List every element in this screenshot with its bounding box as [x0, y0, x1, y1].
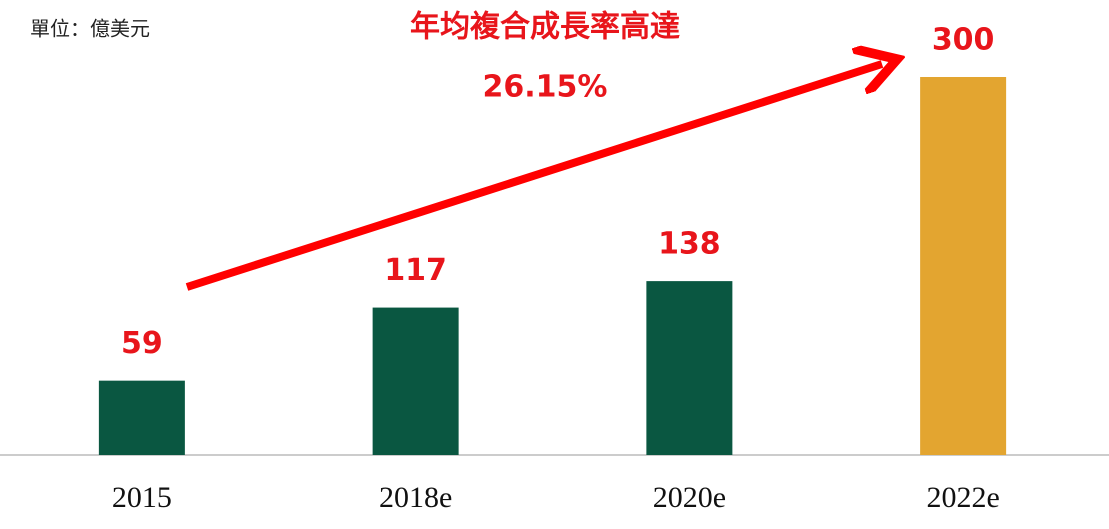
value-label: 138: [658, 227, 721, 262]
growth-arrow: [185, 64, 882, 291]
bar: [646, 281, 733, 455]
annotation-value: 26.15%: [483, 70, 608, 105]
unit-label: 單位：億美元: [30, 17, 150, 41]
x-tick-label: 2022e: [926, 481, 999, 514]
bar: [920, 77, 1007, 455]
value-label: 300: [932, 23, 995, 58]
bar: [98, 380, 185, 455]
value-label: 117: [384, 253, 447, 288]
annotation-title: 年均複合成長率高達: [410, 10, 680, 45]
bar: [372, 307, 459, 455]
x-tick-label: 2018e: [379, 481, 452, 514]
x-tick-label: 2020e: [653, 481, 726, 514]
value-label: 59: [121, 326, 163, 361]
x-tick-label: 2015: [112, 481, 172, 514]
